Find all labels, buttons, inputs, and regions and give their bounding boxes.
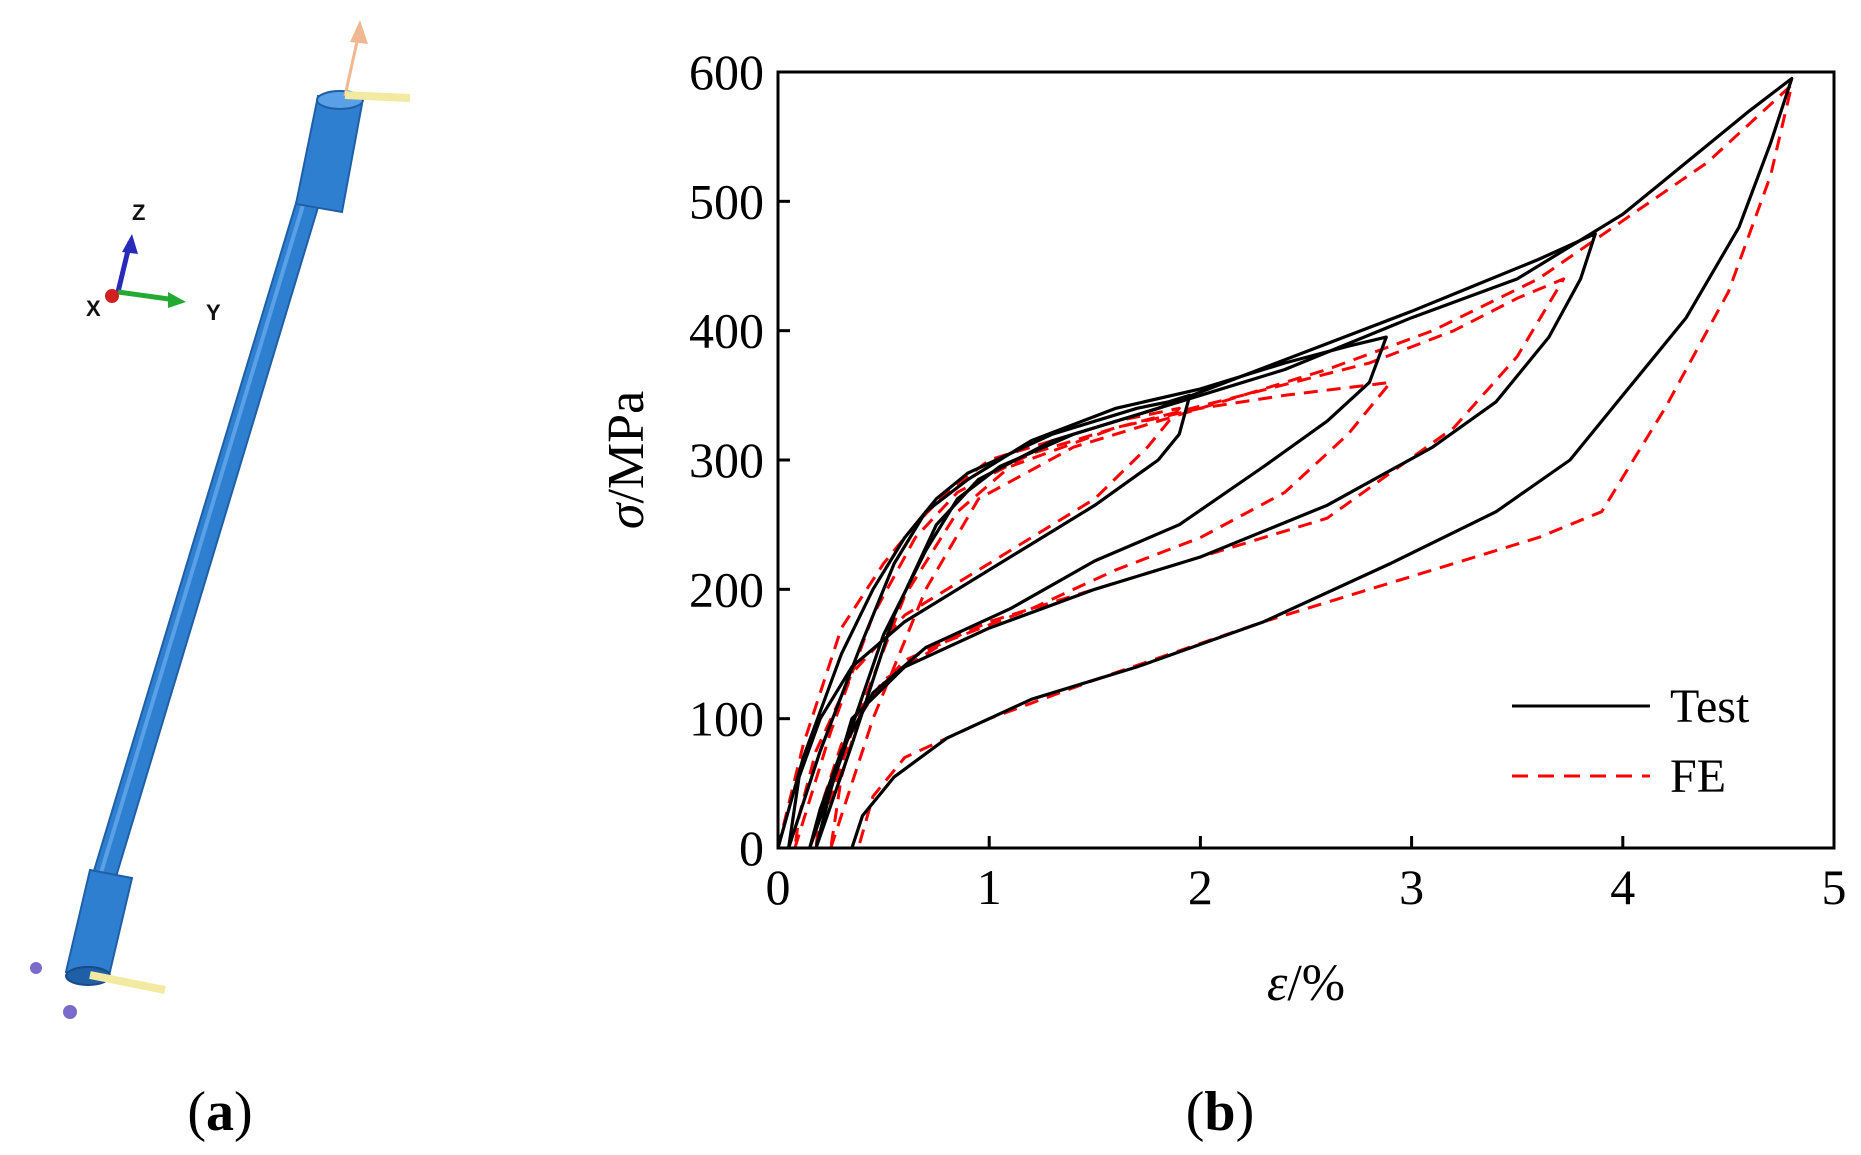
x-tick-label: 3 bbox=[1399, 859, 1424, 915]
x-tick-label: 2 bbox=[1188, 859, 1213, 915]
fe-loop-3 bbox=[814, 277, 1566, 848]
panel-a-label: (a) bbox=[187, 1081, 252, 1143]
coordinate-triad: Z Y X bbox=[86, 200, 221, 325]
y-tick-label: 400 bbox=[689, 303, 764, 359]
legend-label-test: Test bbox=[1670, 680, 1750, 733]
y-tick-label: 500 bbox=[689, 173, 764, 229]
x-tick-label: 4 bbox=[1610, 859, 1635, 915]
x-tick-label: 1 bbox=[977, 859, 1002, 915]
panel-a-rod-model: Z Y X (a) bbox=[30, 20, 411, 1143]
legend: Test FE bbox=[1512, 680, 1750, 803]
y-axis-arrowhead bbox=[168, 292, 186, 308]
x-axis-label: X bbox=[86, 296, 101, 321]
y-tick-label: 600 bbox=[689, 44, 764, 100]
fe-loop-4 bbox=[829, 83, 1794, 848]
x-tick-label: 5 bbox=[1822, 859, 1847, 915]
y-axis-title: σ/MPa bbox=[598, 391, 655, 529]
x-axis-title: ε/% bbox=[1267, 955, 1345, 1012]
test-loop-2 bbox=[787, 335, 1388, 848]
bottom-bc-marker bbox=[89, 971, 166, 994]
y-axis-label: Y bbox=[206, 300, 221, 325]
rod-shaft-highlight bbox=[95, 194, 308, 887]
y-tick-label: 100 bbox=[689, 691, 764, 747]
fe-loop-1 bbox=[778, 406, 1181, 848]
z-axis-arrowhead bbox=[122, 234, 138, 254]
top-bc-marker bbox=[344, 91, 411, 102]
series-layer bbox=[778, 76, 1794, 848]
panel-b-chart: 0 1 2 3 4 5 0 100 200 300 400 500 600 σ/MPa ε/% Test… bbox=[598, 44, 1847, 1143]
y-tick-label: 300 bbox=[689, 432, 764, 488]
legend-label-fe: FE bbox=[1670, 750, 1726, 803]
bottom-node-marker bbox=[63, 1005, 77, 1019]
test-loop-4 bbox=[814, 76, 1794, 848]
x-tick-label: 0 bbox=[766, 859, 791, 915]
fe-loop-2 bbox=[793, 380, 1392, 848]
z-axis-label: Z bbox=[132, 200, 145, 225]
panel-b-label: (b) bbox=[1186, 1081, 1254, 1143]
rod bbox=[30, 20, 411, 1019]
ticks-layer: 0 1 2 3 4 5 0 100 200 300 400 500 600 bbox=[689, 44, 1847, 915]
y-axis-arrow bbox=[117, 289, 177, 303]
y-tick-label: 0 bbox=[739, 820, 764, 876]
y-tick-label: 200 bbox=[689, 561, 764, 617]
bottom-node-marker-2 bbox=[30, 962, 42, 974]
rod-top-grip bbox=[294, 94, 364, 214]
x-axis-marker bbox=[105, 289, 119, 303]
rod-bottom-grip bbox=[64, 868, 134, 982]
top-load-arrowhead bbox=[350, 20, 368, 44]
